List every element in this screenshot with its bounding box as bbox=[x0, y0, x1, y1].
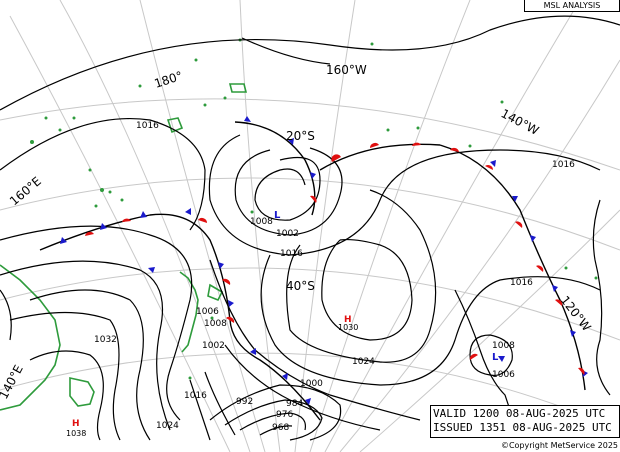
isobar-label: 984 bbox=[286, 399, 303, 409]
island-dots bbox=[30, 38, 598, 380]
lon-label-140w: 140°W bbox=[499, 106, 542, 138]
isobar-label: 1016 bbox=[510, 278, 533, 288]
lon-label-180: 180° bbox=[153, 69, 185, 91]
samoa bbox=[228, 83, 248, 93]
isobar-label: 1024 bbox=[156, 421, 179, 431]
isobar-label: 1024 bbox=[352, 357, 375, 367]
lon-label-160w: 160°W bbox=[326, 63, 367, 77]
isobar-label: 1006 bbox=[492, 370, 515, 380]
lat-label-20s: 20°S bbox=[286, 129, 315, 143]
isobar-label: 1002 bbox=[276, 229, 299, 239]
issued-time: ISSUED 1351 08-AUG-2025 UTC bbox=[433, 421, 612, 434]
validity-box: VALID 1200 08-AUG-2025 UTC ISSUED 1351 0… bbox=[430, 405, 620, 438]
lon-label-140e: 140°E bbox=[0, 363, 26, 402]
high-centre-symbol: H bbox=[344, 315, 352, 325]
low-centre-symbol: L bbox=[274, 210, 281, 221]
tasmania bbox=[69, 377, 95, 407]
isobar-label: 1016 bbox=[136, 121, 159, 131]
warm-fronts bbox=[85, 142, 585, 375]
new-caledonia bbox=[179, 271, 199, 353]
copyright-notice: ©Copyright MetService 2025 bbox=[500, 441, 618, 450]
isobar-label: 1000 bbox=[300, 379, 323, 389]
pressure-centres: H 1030 H 1038 L L bbox=[66, 210, 499, 438]
isobar-label: 1008 bbox=[204, 319, 227, 329]
isobar-label: 1016 bbox=[184, 391, 207, 401]
valid-time: VALID 1200 08-AUG-2025 UTC bbox=[433, 407, 606, 420]
isobar-label: 1008 bbox=[492, 341, 515, 351]
map-title: MSL ANALYSIS bbox=[524, 0, 620, 12]
isobar-label: 1008 bbox=[250, 217, 273, 227]
high-centre-value: 1030 bbox=[338, 323, 358, 332]
isobar-label: 976 bbox=[276, 410, 293, 420]
low-centre-symbol: L bbox=[492, 352, 499, 363]
isobar-label: 968 bbox=[272, 423, 289, 433]
australia-coast bbox=[0, 264, 61, 411]
lat-label-40s: 40°S bbox=[286, 279, 315, 293]
lon-label-160e: 160°E bbox=[7, 174, 44, 208]
isobar-label: 1002 bbox=[202, 341, 225, 351]
isobar-label: 992 bbox=[236, 397, 253, 407]
isobar-labels: 1016 1008 1002 1016 1016 1032 1006 1008 … bbox=[94, 121, 575, 433]
high-centre-symbol: H bbox=[72, 419, 80, 429]
isobar-label: 1032 bbox=[94, 335, 117, 345]
lon-label-120w: 120°W bbox=[558, 293, 594, 334]
high-centre-value: 1038 bbox=[66, 429, 86, 438]
vanuatu bbox=[207, 283, 224, 302]
isobar-label: 1016 bbox=[280, 249, 303, 259]
land-masses bbox=[0, 83, 248, 411]
isobar-label: 1006 bbox=[196, 307, 219, 317]
isobar-label: 1016 bbox=[552, 160, 575, 170]
